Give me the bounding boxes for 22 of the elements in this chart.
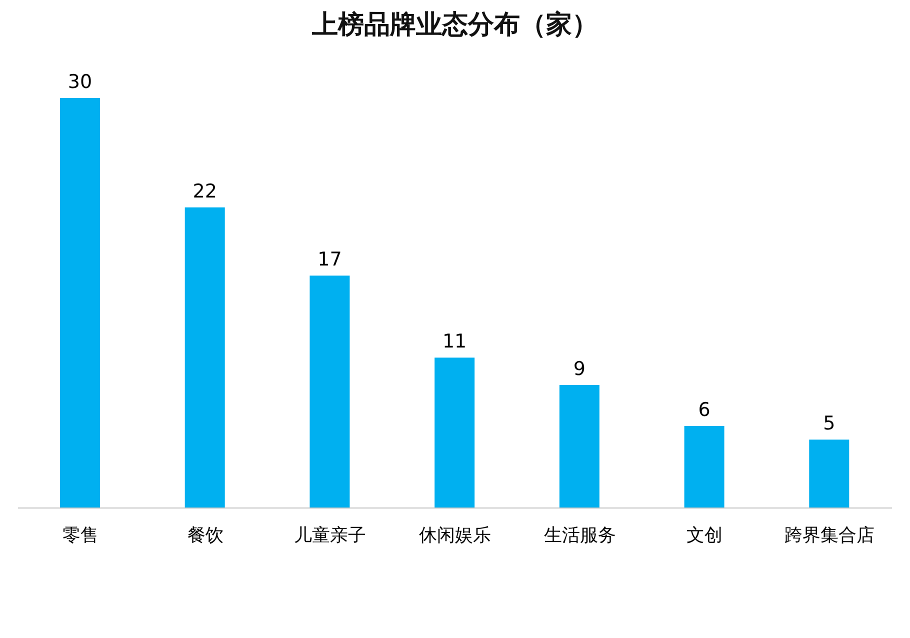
bar [184, 207, 225, 508]
x-tick-label: 跨界集合店 [784, 524, 875, 546]
bar [684, 426, 724, 508]
data-label: 30 [68, 71, 92, 93]
bar [809, 440, 850, 508]
x-tick-label: 零售 [62, 524, 98, 546]
data-label: 9 [573, 358, 586, 380]
bar [559, 385, 600, 508]
data-label: 22 [192, 180, 217, 202]
x-tick-label: 休闲娱乐 [419, 524, 491, 546]
x-tick-label: 文创 [686, 524, 723, 546]
bar [434, 358, 475, 508]
x-tick-label: 生活服务 [544, 524, 616, 546]
chart-title: 上榜品牌业态分布（家） [311, 9, 599, 42]
bar [310, 276, 350, 508]
data-label: 11 [442, 330, 467, 353]
x-tick-label: 儿童亲子 [294, 524, 366, 546]
data-label: 5 [823, 412, 836, 435]
data-label: 17 [318, 248, 342, 271]
data-label: 6 [698, 399, 710, 421]
bar [60, 98, 100, 508]
x-tick-label: 餐饮 [187, 524, 224, 546]
